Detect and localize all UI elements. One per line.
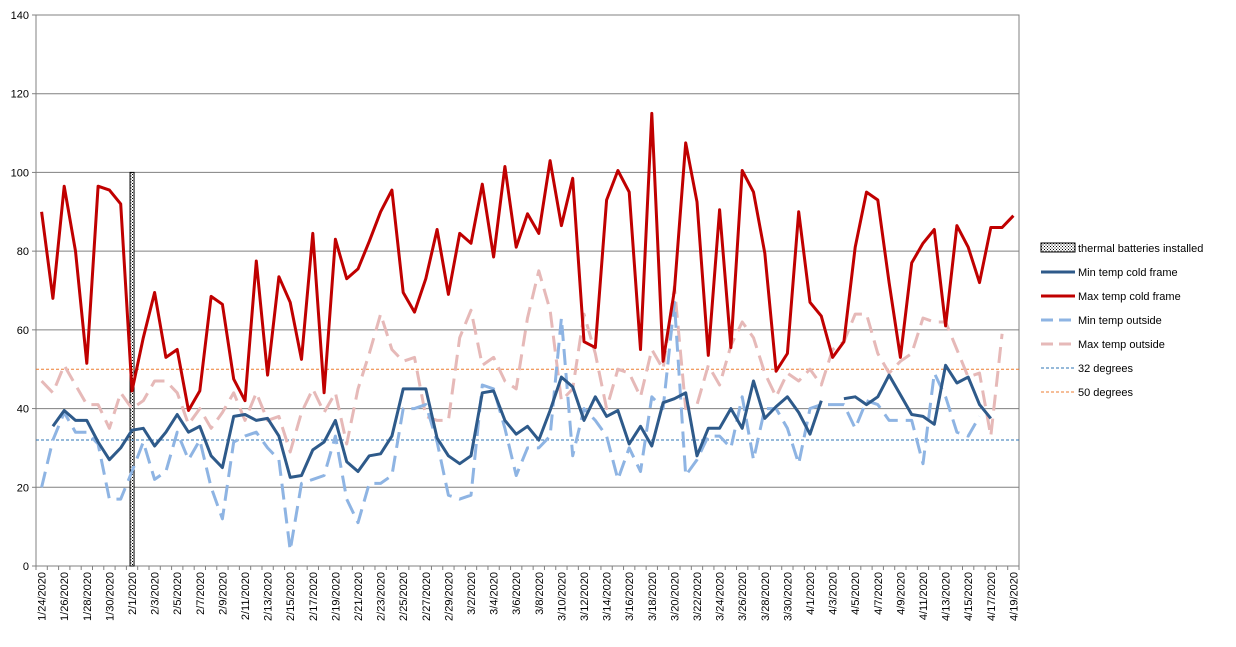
y-tick-label: 100 xyxy=(11,167,29,179)
x-tick-label: 2/23/2020 xyxy=(376,572,388,621)
x-tick-label: 3/28/2020 xyxy=(760,572,772,621)
x-tick-label: 3/2/2020 xyxy=(466,572,478,615)
legend-label-50-degrees: 50 degrees xyxy=(1078,387,1134,399)
y-tick-label: 120 xyxy=(11,89,29,101)
gridlines xyxy=(35,14,1020,567)
x-tick-label: 4/17/2020 xyxy=(986,572,998,621)
x-tick-label: 3/18/2020 xyxy=(647,572,659,621)
legend-item-min-outside: Min temp outside xyxy=(1041,315,1162,327)
y-tick-label: 20 xyxy=(17,482,29,494)
x-tick-label: 4/11/2020 xyxy=(918,572,930,620)
legend-label-max-outside: Max temp outside xyxy=(1078,339,1165,351)
x-tick-label: 1/28/2020 xyxy=(82,572,94,621)
legend-item-32-degrees: 32 degrees xyxy=(1041,363,1134,375)
x-tick-label: 2/29/2020 xyxy=(443,572,455,621)
x-tick-label: 2/27/2020 xyxy=(421,572,433,621)
x-tick-label: 4/9/2020 xyxy=(895,572,907,615)
legend-label-min-outside: Min temp outside xyxy=(1078,315,1162,327)
x-tick-label: 1/30/2020 xyxy=(104,572,116,621)
x-tick-label: 2/19/2020 xyxy=(330,572,342,621)
x-tick-label: 2/13/2020 xyxy=(263,572,275,621)
x-tick-label: 4/19/2020 xyxy=(1008,572,1020,621)
legend-item-min-cold: Min temp cold frame xyxy=(1041,267,1178,279)
x-tick-label: 3/14/2020 xyxy=(602,572,614,621)
x-tick-label: 3/22/2020 xyxy=(692,572,704,621)
series-line-max-temp-cold-frame xyxy=(40,111,1015,412)
x-tick-label: 3/16/2020 xyxy=(624,572,636,621)
x-tick-label: 4/1/2020 xyxy=(805,572,817,615)
y-tick-label: 80 xyxy=(17,246,29,258)
x-tick-label: 3/6/2020 xyxy=(511,572,523,615)
legend-item-max-outside: Max temp outside xyxy=(1041,339,1165,351)
x-tick-label: 4/15/2020 xyxy=(963,572,975,621)
x-tick-label: 4/7/2020 xyxy=(873,572,885,615)
x-tick-label: 2/11/2020 xyxy=(240,572,252,620)
x-tick-label: 1/24/2020 xyxy=(37,572,49,621)
series-line-min-temp-outside xyxy=(40,300,981,552)
x-tick-label: 3/8/2020 xyxy=(534,572,546,615)
legend-label-thermal-batteries: thermal batteries installed xyxy=(1078,243,1203,255)
y-axis: 0 20 40 60 80 100 120 140 xyxy=(11,10,36,573)
x-tick-label: 2/3/2020 xyxy=(150,572,162,615)
x-tick-label: 3/24/2020 xyxy=(715,572,727,621)
y-tick-label: 40 xyxy=(17,404,29,416)
x-tick-label: 3/4/2020 xyxy=(489,572,501,615)
thermal-batteries-swatch xyxy=(1040,242,1076,253)
series-line-max-temp-outside xyxy=(40,269,1004,454)
x-tick-label: 4/5/2020 xyxy=(850,572,862,615)
x-tick-label: 2/1/2020 xyxy=(127,572,139,615)
x-axis: 1/24/2020 1/26/2020 1/28/2020 1/30/2020 2/1/… xyxy=(35,566,1020,621)
x-tick-label: 2/7/2020 xyxy=(195,572,207,615)
x-tick-label: 3/26/2020 xyxy=(737,572,749,621)
legend-item-max-cold: Max temp cold frame xyxy=(1041,291,1181,303)
legend-label-min-cold: Min temp cold frame xyxy=(1078,267,1178,279)
plot-area-border xyxy=(35,14,1020,567)
legend-item-thermal-batteries: thermal batteries installed xyxy=(1040,242,1203,255)
y-tick-label: 140 xyxy=(11,10,29,22)
y-tick-label: 60 xyxy=(17,325,29,337)
legend-label-32-degrees: 32 degrees xyxy=(1078,363,1134,375)
x-tick-label: 2/15/2020 xyxy=(285,572,297,621)
x-tick-label: 4/3/2020 xyxy=(828,572,840,615)
x-tick-label: 3/30/2020 xyxy=(782,572,794,621)
x-tick-label: 3/20/2020 xyxy=(669,572,681,621)
x-tick-label: 3/12/2020 xyxy=(579,572,591,621)
legend-label-max-cold: Max temp cold frame xyxy=(1078,291,1181,303)
x-tick-label: 3/10/2020 xyxy=(556,572,568,621)
series-line-min-temp-cold-frame xyxy=(51,363,992,479)
x-tick-label: 2/9/2020 xyxy=(217,572,229,615)
x-tick-label: 2/25/2020 xyxy=(398,572,410,621)
series-lines xyxy=(36,111,1019,567)
legend: thermal batteries installed Min temp col… xyxy=(1040,242,1203,399)
x-tick-label: 2/17/2020 xyxy=(308,572,320,621)
x-tick-label: 1/26/2020 xyxy=(59,572,71,621)
x-tick-label: 2/21/2020 xyxy=(353,572,365,621)
x-tick-label: 2/5/2020 xyxy=(172,572,184,615)
legend-item-50-degrees: 50 degrees xyxy=(1041,387,1134,399)
x-tick-label: 4/13/2020 xyxy=(941,572,953,621)
y-tick-label: 0 xyxy=(23,561,29,573)
